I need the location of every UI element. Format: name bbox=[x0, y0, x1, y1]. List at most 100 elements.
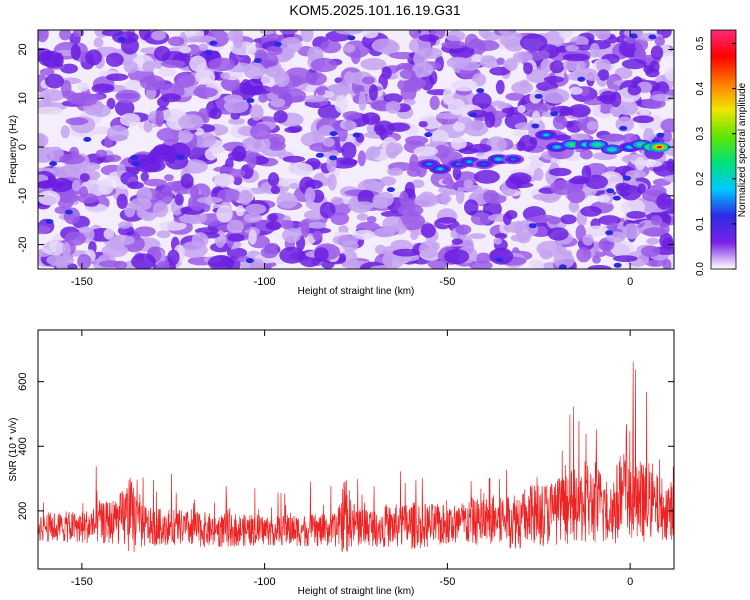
noise-blob bbox=[458, 61, 481, 71]
noise-blob bbox=[319, 201, 336, 219]
noise-blob bbox=[589, 42, 600, 58]
noise-blob bbox=[592, 255, 601, 264]
noise-blob bbox=[98, 178, 114, 195]
noise-blob bbox=[77, 253, 92, 269]
noise-blob bbox=[134, 226, 156, 237]
noise-blob bbox=[147, 151, 159, 164]
noise-blob bbox=[270, 185, 281, 195]
noise-blob bbox=[304, 227, 332, 234]
noise-blob bbox=[334, 95, 348, 114]
noise-blob bbox=[127, 181, 144, 190]
noise-blob bbox=[227, 233, 245, 242]
noise-blob bbox=[130, 155, 139, 160]
noise-blob bbox=[406, 199, 415, 216]
noise-blob bbox=[662, 130, 672, 143]
noise-blob bbox=[472, 92, 492, 109]
noise-blob bbox=[38, 30, 49, 43]
noise-blob bbox=[103, 228, 115, 240]
colorbar-tick-label: 0.2 bbox=[695, 171, 706, 185]
noise-blob bbox=[273, 110, 288, 124]
noise-blob bbox=[342, 240, 359, 252]
noise-blob bbox=[511, 81, 534, 95]
noise-blob bbox=[366, 146, 381, 159]
noise-blob bbox=[185, 44, 201, 56]
noise-blob bbox=[189, 55, 207, 72]
noise-blob bbox=[282, 227, 301, 243]
noise-blob bbox=[577, 76, 586, 82]
noise-blob bbox=[598, 134, 626, 141]
noise-blob bbox=[596, 30, 611, 41]
noise-blob bbox=[505, 92, 526, 101]
noise-blob bbox=[83, 136, 92, 142]
x-tick-label: -50 bbox=[439, 276, 455, 288]
noise-blob bbox=[547, 227, 569, 241]
y-tick-label: 600 bbox=[17, 372, 29, 390]
noise-blob bbox=[304, 187, 316, 204]
noise-blob bbox=[168, 142, 191, 161]
noise-blob bbox=[243, 212, 263, 223]
noise-blob bbox=[481, 55, 496, 63]
x-tick-label: -100 bbox=[254, 276, 276, 288]
noise-blob bbox=[642, 227, 667, 237]
noise-blob bbox=[174, 72, 196, 88]
signal-point bbox=[609, 148, 615, 151]
noise-blob bbox=[431, 129, 449, 145]
noise-blob bbox=[483, 189, 500, 204]
noise-blob bbox=[549, 60, 565, 74]
noise-blob bbox=[304, 72, 327, 86]
noise-blob bbox=[559, 106, 571, 115]
noise-blob bbox=[343, 44, 356, 53]
noise-blob bbox=[342, 111, 361, 120]
noise-blob bbox=[106, 97, 116, 110]
signal-point bbox=[656, 145, 662, 149]
noise-blob bbox=[159, 220, 187, 231]
noise-blob bbox=[193, 87, 218, 98]
x-tick-label: -150 bbox=[71, 576, 93, 588]
noise-blob bbox=[300, 30, 314, 43]
noise-blob bbox=[442, 178, 454, 185]
noise-blob bbox=[375, 124, 386, 136]
noise-blob bbox=[42, 240, 67, 256]
noise-blob bbox=[518, 134, 538, 152]
noise-blob bbox=[151, 30, 166, 41]
noise-blob bbox=[567, 188, 586, 204]
noise-blob bbox=[381, 66, 392, 80]
noise-blob bbox=[160, 59, 186, 68]
noise-blob bbox=[45, 219, 54, 224]
noise-blob bbox=[542, 30, 565, 48]
noise-blob bbox=[360, 58, 387, 71]
noise-blob bbox=[70, 43, 81, 61]
noise-blob bbox=[414, 194, 439, 208]
noise-blob bbox=[49, 161, 58, 167]
noise-blob bbox=[548, 216, 561, 225]
noise-blob bbox=[385, 101, 401, 114]
noise-blob bbox=[60, 63, 78, 74]
noise-blob bbox=[270, 97, 286, 108]
noise-blob bbox=[517, 232, 531, 244]
noise-blob bbox=[411, 179, 425, 188]
noise-blob bbox=[440, 190, 450, 206]
noise-blob bbox=[656, 193, 672, 210]
noise-blob bbox=[77, 82, 89, 92]
noise-blob bbox=[552, 114, 568, 130]
noise-blob bbox=[245, 258, 254, 264]
noise-blob bbox=[418, 240, 438, 259]
noise-blob bbox=[390, 239, 412, 251]
noise-blob bbox=[248, 229, 257, 245]
noise-blob bbox=[606, 188, 615, 194]
noise-blob bbox=[339, 120, 357, 131]
y-tick-label: 0 bbox=[17, 144, 29, 150]
noise-blob bbox=[455, 187, 465, 205]
noise-blob bbox=[610, 241, 635, 257]
noise-blob bbox=[160, 93, 181, 103]
noise-blob bbox=[117, 36, 126, 42]
noise-blob bbox=[247, 152, 257, 170]
noise-blob bbox=[469, 112, 478, 118]
noise-blob bbox=[116, 193, 128, 209]
noise-blob bbox=[213, 173, 235, 186]
x-tick-label: 0 bbox=[627, 276, 633, 288]
noise-blob bbox=[85, 49, 103, 66]
noise-blob bbox=[385, 142, 399, 159]
noise-blob bbox=[538, 50, 550, 59]
noise-blob bbox=[194, 69, 216, 85]
